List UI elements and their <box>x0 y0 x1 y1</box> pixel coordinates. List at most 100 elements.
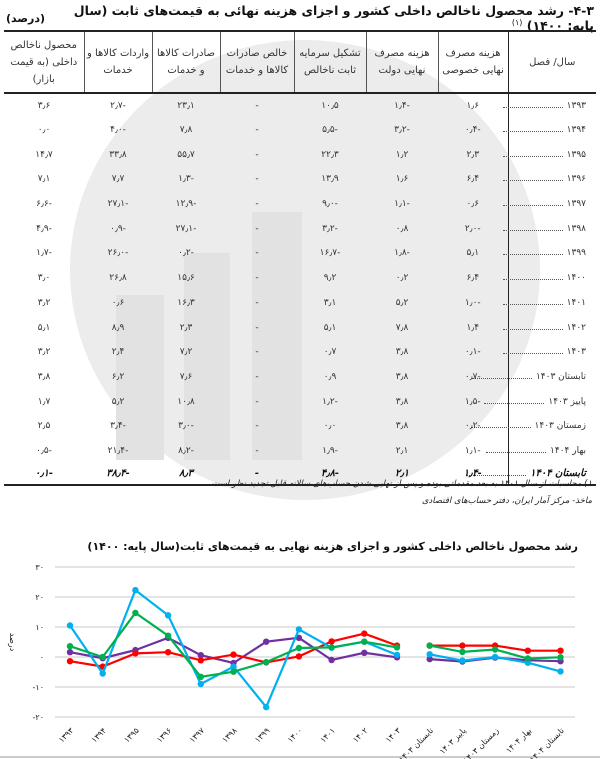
data-point <box>524 647 531 654</box>
data-point <box>197 680 204 688</box>
data-point <box>263 638 270 645</box>
period-label: بهار ۱۴۰۴ <box>550 445 586 456</box>
period-label: ۱۳۹۴ <box>566 125 586 136</box>
divider <box>0 756 600 758</box>
data-point <box>164 649 172 656</box>
x-tick-label: ۱۳۹۴ <box>90 726 109 745</box>
value-cell: ۲٫۴ <box>111 347 125 358</box>
x-tick-label: ۱۳۹۷ <box>188 726 207 745</box>
value-cell: -۵٫۵ <box>322 125 338 136</box>
value-cell: -۳۸٫۴ <box>84 463 152 487</box>
period-cell: ۱۴۰۱ <box>502 290 596 316</box>
value-cell: -۱٫۳ <box>178 174 194 185</box>
value-cell: -۱٫۸ <box>394 248 410 259</box>
value-cell: -۱٫۱ <box>394 199 410 210</box>
data-point <box>99 653 106 661</box>
value-cell: ۲٫۱ <box>366 463 438 487</box>
period-label: ۱۴۰۳ <box>566 347 586 358</box>
table-row: ۱۴۰۲ ۱٫۴ ۷٫۸ ۵٫۱ - ۲٫۳ ۸٫۹ ۵٫۱ <box>4 315 596 340</box>
value-cell: ۲۳٫۱ <box>177 100 195 111</box>
data-point <box>557 668 564 675</box>
leader-dots <box>484 402 545 404</box>
value-cell: ۱٫۶ <box>395 174 409 185</box>
data-point <box>361 630 368 637</box>
x-tick-label: پاییز ۱۴۰۳ <box>438 726 468 756</box>
x-tick-label: ۱۴۰۰ <box>286 726 305 745</box>
value-cell: ۰٫۸ <box>395 223 409 234</box>
value-cell: -۱٫۱ <box>464 445 481 456</box>
col-header-government: هزینه مصرف نهایی دولت <box>365 30 438 94</box>
value-cell: -۲۶٫۰ <box>107 248 129 259</box>
data-point <box>230 651 237 658</box>
data-point <box>491 653 499 661</box>
value-cell: -۰٫۲ <box>178 248 194 259</box>
value-cell: -۴٫۰ <box>110 125 126 136</box>
value-cell: ۰٫۲ <box>395 273 409 284</box>
value-cell: ۲۲٫۳ <box>321 149 339 160</box>
leader-dots <box>502 353 563 355</box>
value-cell: ۲۶٫۸ <box>109 273 127 284</box>
value-cell: ۳٫۶ <box>37 100 51 111</box>
value-cell: ۰٫۶ <box>111 297 125 308</box>
value-cell: -۰٫۱ <box>4 463 84 487</box>
data-point <box>459 642 466 649</box>
period-label: ۱۴۰۱ <box>566 297 586 308</box>
data-point <box>66 622 74 629</box>
leader-dots <box>502 303 563 305</box>
leader-dots <box>502 279 563 281</box>
value-cell: ۳٫۸ <box>395 421 409 432</box>
col-header-exports: صادرات کالاها و خدمات <box>151 30 220 94</box>
value-cell: - <box>255 174 259 185</box>
leader-dots <box>502 155 563 157</box>
x-tick-label: تابستان ۱۴۰۴ <box>528 726 566 759</box>
data-point <box>263 658 270 666</box>
leader-dots <box>470 427 531 429</box>
leader-dots <box>502 131 563 133</box>
data-point <box>132 650 139 657</box>
value-cell: -۲۷٫۱ <box>175 223 197 234</box>
value-cell: -۰٫۲ <box>464 421 481 432</box>
series-line <box>69 588 398 710</box>
leader-dots <box>502 205 563 207</box>
footnote-mark: (۱) <box>511 17 523 27</box>
value-cell: -۸٫۲ <box>178 445 194 456</box>
value-cell: ۳٫۰ <box>37 273 51 284</box>
table-header-row: سال/ فصل هزینه مصرف نهایی خصوصی هزینه مص… <box>4 30 596 94</box>
value-cell: - <box>255 100 259 111</box>
y-tick-label: ۱۰ <box>35 623 44 632</box>
value-cell: - <box>255 149 259 160</box>
data-point <box>230 663 237 670</box>
value-cell: ۵۵٫۷ <box>177 149 195 160</box>
x-tick-label: ۱۳۹۶ <box>155 726 174 745</box>
period-cell: ۱۳۹۹ <box>502 241 596 266</box>
value-cell: ۳٫۲ <box>37 297 51 308</box>
value-cell: ۱۴٫۷ <box>35 149 53 160</box>
source: ماخذ- مرکز آمار ایران، دفتر حساب‌های اقت… <box>421 496 592 506</box>
data-point <box>361 649 368 656</box>
col-header-imports: واردات کالاها و خدمات <box>83 30 152 94</box>
period-cell: ۱۴۰۰ <box>502 265 596 291</box>
period-cell: ۱۴۰۳ <box>502 339 596 365</box>
period-label: ۱۳۹۶ <box>566 174 586 185</box>
value-cell: -۲٫۰ <box>464 223 481 234</box>
period-cell: ۱۳۹۶ <box>502 167 596 192</box>
value-cell: ۰٫۷ <box>323 347 337 358</box>
period-label: ۱۳۹۸ <box>566 223 586 234</box>
value-cell: -۱٫۴ <box>438 463 508 487</box>
value-cell: ۶٫۴ <box>466 273 480 284</box>
value-cell: ۱۰٫۸ <box>177 396 195 407</box>
col-header-household: هزینه مصرف نهایی خصوصی <box>437 30 508 94</box>
period-cell: ۱۴۰۲ <box>502 315 596 340</box>
value-cell: -۰٫۴ <box>464 125 481 136</box>
x-tick-label: تابستان ۱۴۰۳ <box>397 726 435 759</box>
y-tick-label: ۳۰ <box>35 563 44 572</box>
value-cell: ۷٫۸ <box>395 322 409 333</box>
value-cell: - <box>255 396 259 407</box>
value-cell: -۰٫۱ <box>464 347 481 358</box>
table-row: ۱۳۹۴ -۰٫۴ -۳٫۲ -۵٫۵ - ۷٫۸ -۴٫۰ ۰٫۰ <box>4 117 596 143</box>
period-label: زمستان ۱۴۰۳ <box>534 421 586 432</box>
y-tick-label: -۱۰ <box>33 683 44 692</box>
value-cell: ۲٫۳ <box>179 322 193 333</box>
value-cell: - <box>255 125 259 136</box>
period-cell: ۱۳۹۳ <box>502 93 596 118</box>
